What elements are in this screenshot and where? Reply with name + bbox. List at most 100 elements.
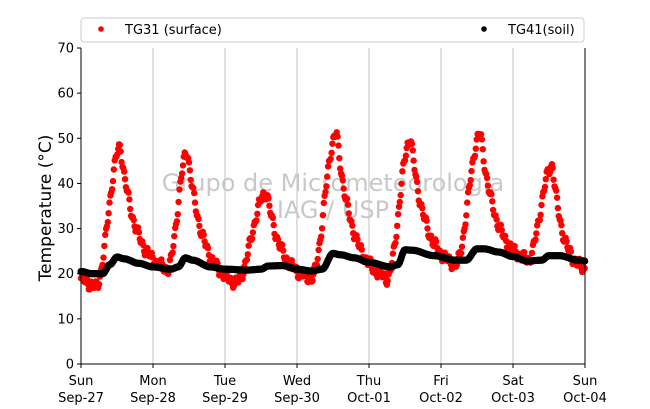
surface-point [432,238,440,245]
surface-point [125,189,132,196]
surface-point [399,168,406,175]
surface-point [394,222,401,229]
surface-point [104,218,112,226]
legend-box [80,17,585,43]
x-tick-label-date: Oct-01 [347,391,391,406]
surface-point [392,239,399,247]
surface-point [462,221,469,228]
surface-point [419,205,426,212]
surface-point [127,205,134,213]
series-soil [77,245,589,278]
surface-point [397,191,404,199]
surface-point [395,203,403,210]
surface-point [324,173,331,180]
surface-point [479,146,486,153]
surface-point [110,166,118,173]
surface-point [533,230,540,237]
surface-point [554,204,562,212]
surface-point [269,214,276,221]
y-tick-label: 20 [57,267,74,282]
surface-point [528,249,536,257]
surface-point [471,152,479,159]
surface-point [336,155,343,162]
surface-point [553,187,560,194]
surface-point [521,249,528,256]
x-tick-label-date: Sep-28 [130,391,176,406]
surface-point [558,222,565,229]
surface-point [472,145,479,152]
surface-point [553,194,561,201]
x-tick-label-day: Sun [573,374,598,389]
surface-point [101,242,108,250]
plot-frame [80,48,586,365]
x-tick-label-day: Thu [356,374,381,389]
surface-point [354,236,361,243]
surface-point [320,199,327,207]
x-tick-label-day: Fri [433,374,449,389]
y-ticks: 0 10 20 30 40 50 60 70 [57,42,81,373]
surface-point [173,218,181,225]
surface-point [170,242,177,250]
surface-point [322,188,329,196]
surface-point [410,157,417,164]
surface-point [339,177,346,184]
surface-point [459,234,467,241]
x-tick-label-day: Sat [502,374,523,389]
y-tick-label: 40 [57,177,74,192]
surface-point [345,210,352,217]
surface-point [542,176,549,183]
surface-point [328,149,335,156]
surface-point [550,176,557,183]
surface-point [195,215,202,223]
surface-point [334,133,341,140]
surface-point [100,254,107,261]
surface-point [135,229,143,236]
surface-point [200,231,207,238]
surface-point [166,256,174,264]
x-tick-label-day: Wed [283,374,311,389]
surface-point [204,245,212,252]
x-tick-label-date: Sep-29 [202,391,248,406]
surface-point [423,217,430,224]
surface-point [497,221,505,229]
surface-point [413,178,421,185]
surface-point [105,210,112,217]
surface-point [279,241,286,248]
surface-point [239,275,246,283]
surface-point [541,183,549,191]
surface-point [324,163,332,170]
surface-point [537,211,544,218]
surface-point [466,181,473,189]
surface-point [126,196,133,203]
surface-point [314,255,321,263]
surface-point [488,191,495,198]
surface-point [174,211,181,218]
y-tick-label: 10 [57,312,74,327]
x-tick-label-day: Sun [69,374,94,389]
surface-point [413,173,420,180]
surface-point [106,199,113,206]
surface-point [186,167,194,174]
x-tick-label-date: Oct-02 [419,391,463,406]
watermark-line-1: Grupo de Micrometeorologia [162,169,504,197]
surface-point [458,250,465,257]
surface-point [266,202,273,209]
surface-point [463,212,470,219]
surface-point [464,199,471,206]
surface-point [498,226,505,234]
y-tick-label: 60 [57,87,74,102]
surface-point [335,142,342,149]
surface-point [502,232,509,240]
surface-point [489,198,496,205]
surface-point [559,230,566,237]
surface-point [358,246,365,253]
legend-label-surface: TG31 (surface) [124,23,222,38]
surface-point [176,186,183,193]
x-tick-label-day: Mon [139,374,166,389]
surface-point [393,233,400,241]
surface-point [483,174,491,182]
surface-point [319,212,327,219]
surface-point [243,256,251,263]
surface-point [185,159,193,166]
surface-point [478,136,486,143]
